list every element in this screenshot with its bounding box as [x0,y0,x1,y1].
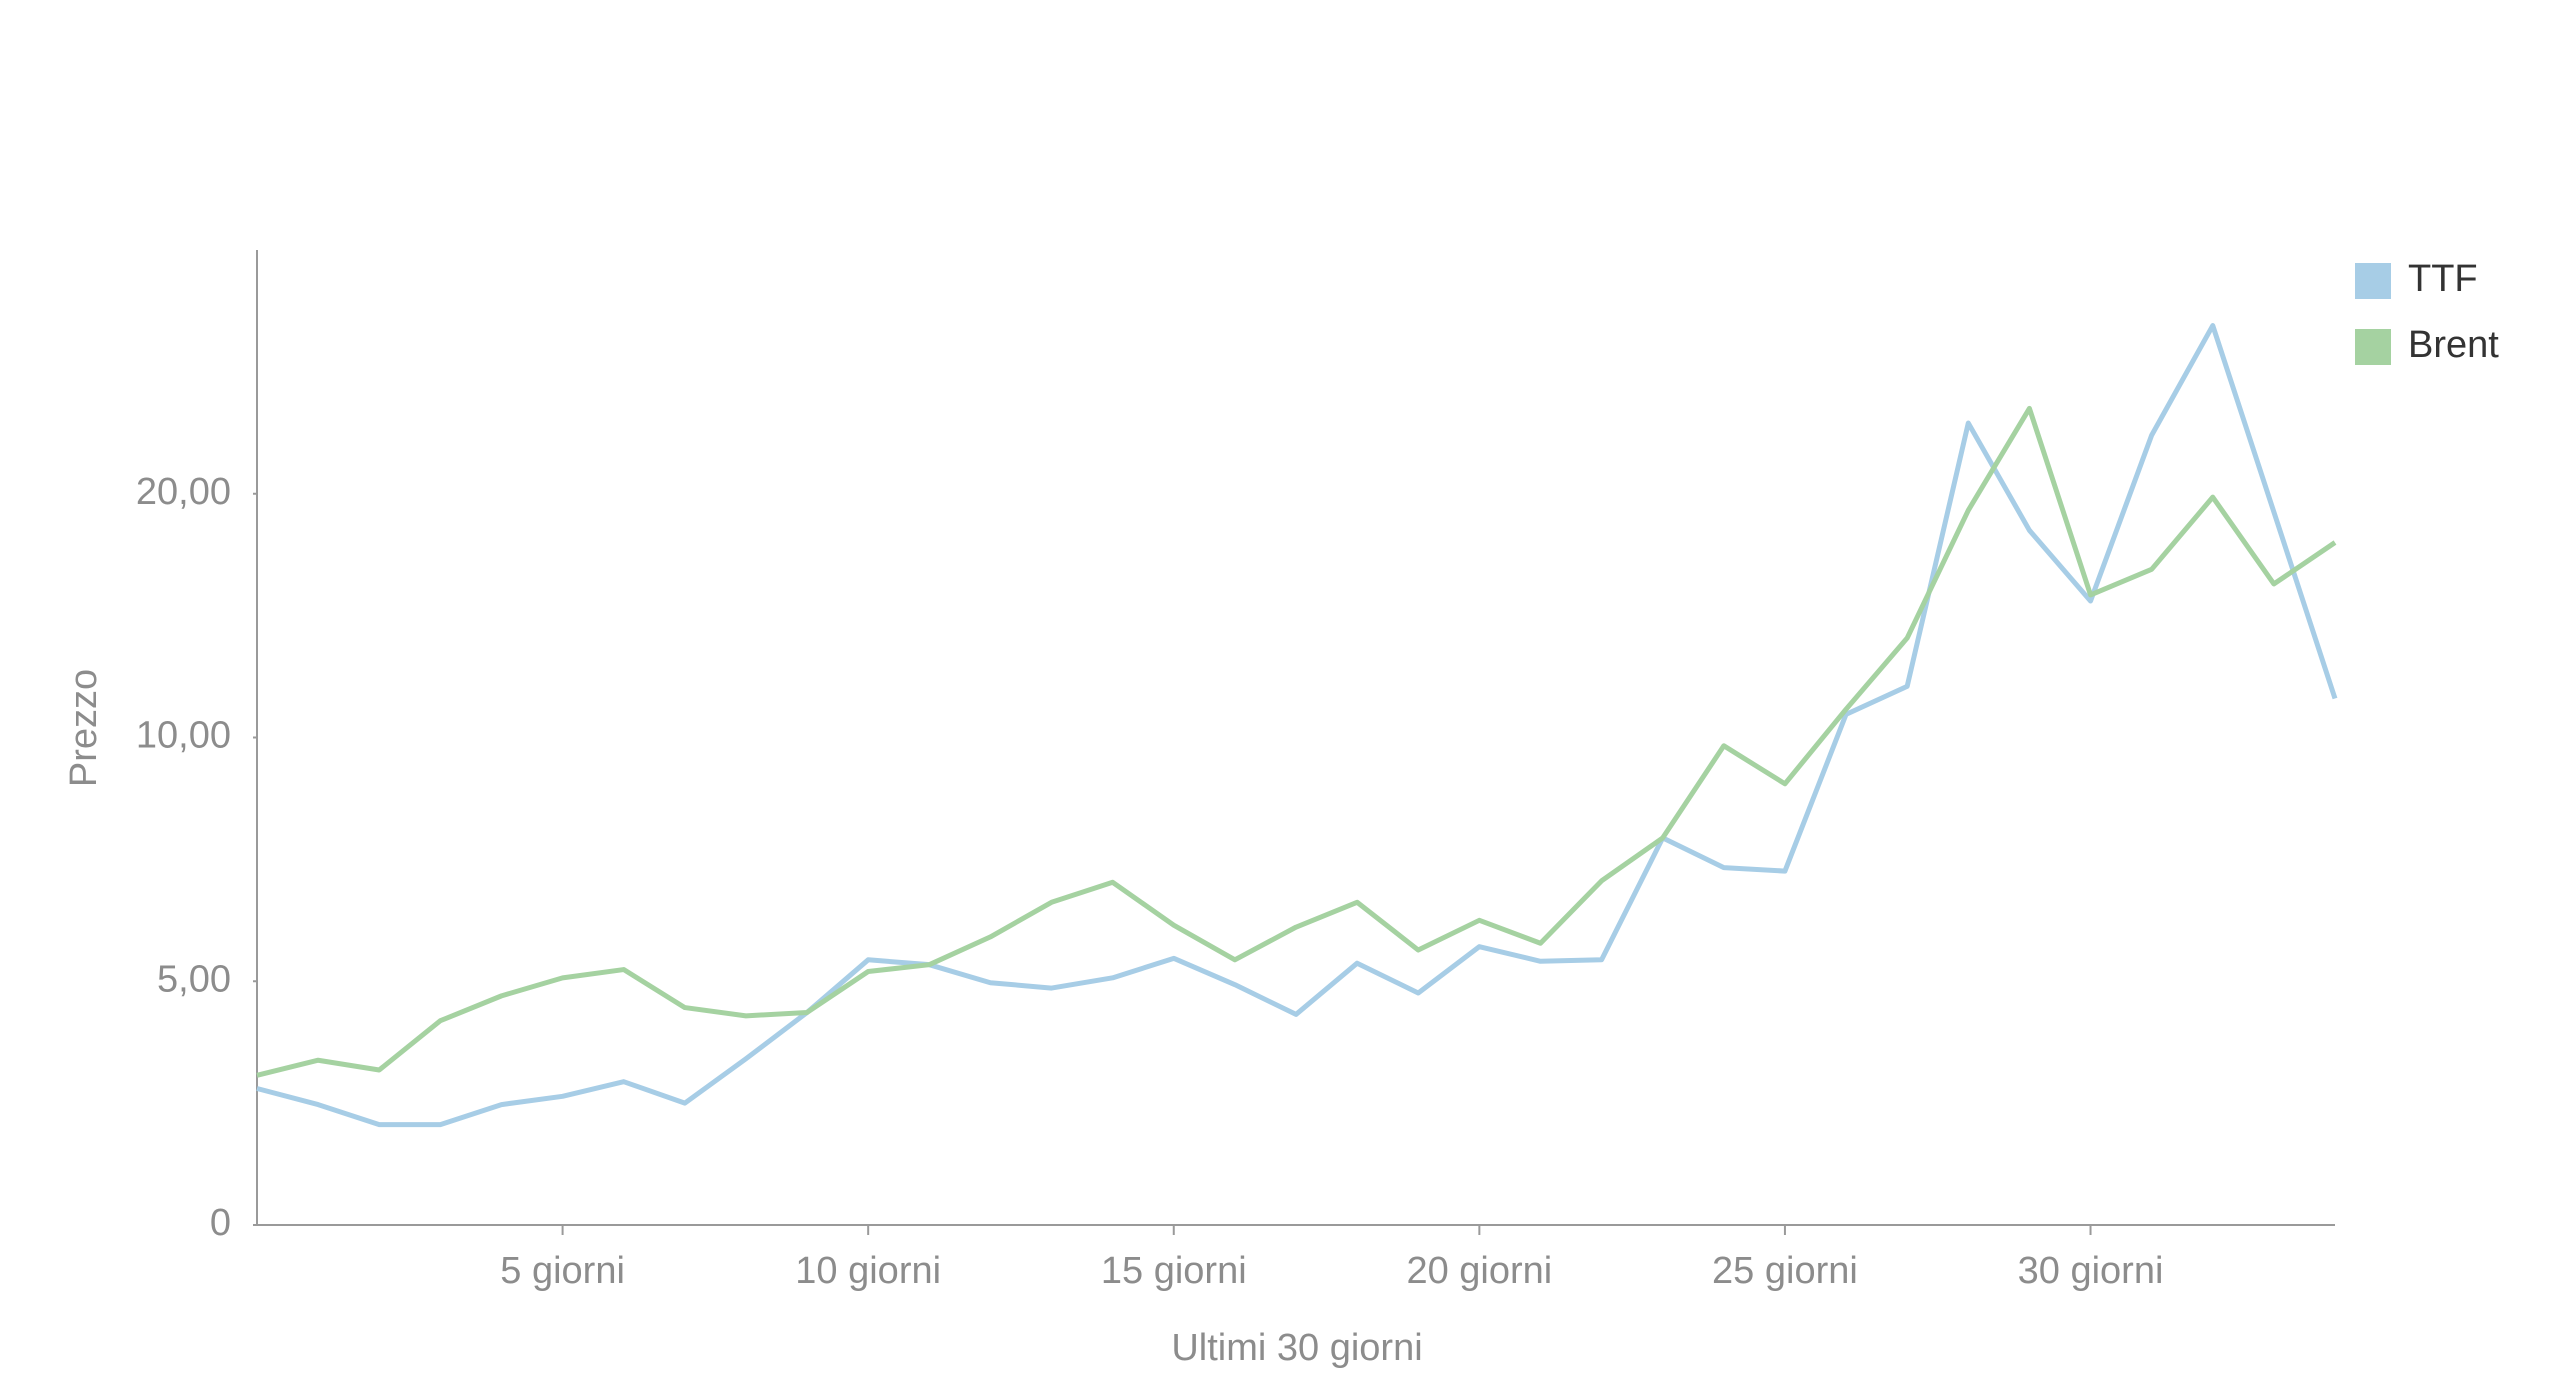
x-tick-label: 25 giorni [1712,1250,1858,1292]
line-series [256,323,2338,1128]
legend-swatch [2355,329,2391,365]
y-axis-title: Prezzo [63,669,105,787]
x-tick-label: 10 giorni [795,1250,941,1292]
x-tick-label: 20 giorni [1406,1250,1552,1292]
y-tick-label: 0 [210,1202,231,1244]
x-axis-title: Ultimi 30 giorni [1171,1327,1422,1369]
x-tick-label: 30 giorni [2018,1250,2164,1292]
line-series [256,405,2337,1078]
y-tick-label: 20,00 [136,471,231,513]
legend-label: TTF [2408,258,2478,300]
x-tick-label: 15 giorni [1101,1250,1247,1292]
legend-label: Brent [2408,324,2499,366]
legend-swatch [2355,263,2391,299]
x-tick-label: 5 giorni [500,1250,625,1292]
y-tick-label: 5,00 [157,958,231,1000]
y-tick-label: 10,00 [136,715,231,757]
